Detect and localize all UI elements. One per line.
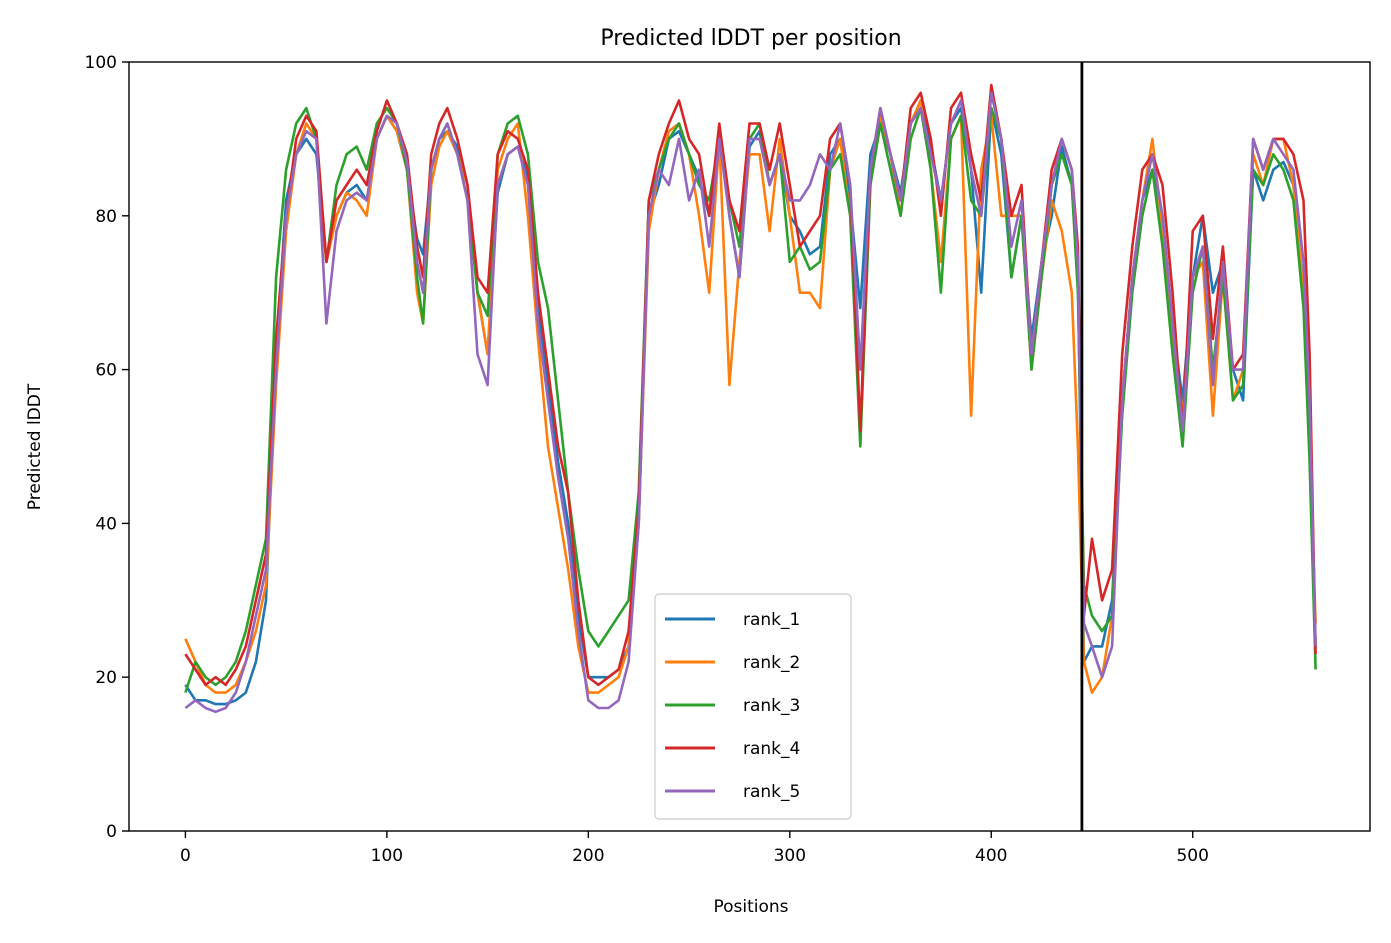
x-tick-label: 300 [774, 846, 806, 866]
legend-label-rank_4: rank_4 [743, 739, 800, 759]
y-tick-label: 0 [106, 822, 117, 842]
x-tick-label: 100 [371, 846, 403, 866]
x-tick-label: 400 [975, 846, 1007, 866]
x-axis-ticks: 0 100 200 300 400 500 [180, 831, 1209, 866]
x-tick-label: 200 [572, 846, 604, 866]
series-line-rank_4 [184, 83, 1317, 687]
legend: rank_1 rank_2 rank_3 rank_4 rank_5 [654, 593, 852, 820]
legend-label-rank_3: rank_3 [743, 696, 800, 716]
chart-title: Predicted lDDT per position [600, 26, 901, 51]
x-tick-label: 0 [180, 846, 191, 866]
legend-label-rank_1: rank_1 [743, 610, 800, 630]
x-tick-label: 500 [1176, 846, 1208, 866]
legend-label-rank_2: rank_2 [743, 653, 800, 673]
y-tick-label: 100 [85, 53, 117, 73]
plot-frame [128, 61, 1371, 832]
y-axis-ticks: 0 20 40 60 80 100 [85, 53, 129, 842]
legend-label-rank_5: rank_5 [743, 782, 800, 802]
y-tick-label: 60 [95, 361, 117, 381]
x-axis-label: Positions [713, 897, 788, 917]
plot-lines [184, 83, 1317, 714]
y-tick-label: 80 [95, 207, 117, 227]
y-tick-label: 40 [95, 514, 117, 534]
y-tick-label: 20 [95, 668, 117, 688]
legend-frame [654, 593, 852, 820]
y-axis-label: Predicted lDDT [25, 383, 45, 510]
series-line-rank_5 [184, 91, 1317, 714]
